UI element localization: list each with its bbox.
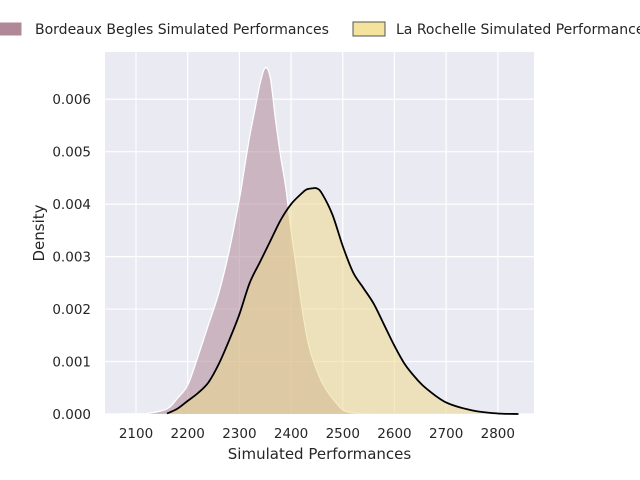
y-axis-label: Density bbox=[30, 204, 48, 261]
legend-swatch-la-rochelle bbox=[352, 21, 386, 37]
x-tick-label: 2100 bbox=[119, 426, 153, 442]
legend-swatch-bordeaux bbox=[0, 21, 23, 37]
x-axis-label: Simulated Performances bbox=[228, 445, 412, 463]
legend-label-la-rochelle: La Rochelle Simulated Performance bbox=[396, 22, 640, 38]
y-tick-label: 0.000 bbox=[52, 407, 91, 423]
y-tick-label: 0.001 bbox=[52, 355, 91, 371]
legend-label-bordeaux: Bordeaux Begles Simulated Performances bbox=[35, 22, 329, 38]
x-axis-ticks: 2100 2200 2300 2400 2500 2600 2700 2800 bbox=[119, 426, 515, 442]
chart-legend: Bordeaux Begles Simulated Performances L… bbox=[0, 21, 640, 38]
y-axis-ticks: 0.000 0.001 0.002 0.003 0.004 0.005 0.006 bbox=[52, 92, 91, 423]
x-tick-label: 2500 bbox=[326, 426, 360, 442]
density-area-la-rochelle bbox=[167, 187, 519, 414]
y-tick-label: 0.004 bbox=[52, 197, 91, 213]
x-tick-label: 2700 bbox=[429, 426, 463, 442]
x-tick-label: 2600 bbox=[377, 426, 411, 442]
density-line-la-rochelle bbox=[166, 187, 519, 415]
x-tick-label: 2800 bbox=[481, 426, 515, 442]
x-tick-label: 2200 bbox=[171, 426, 205, 442]
y-tick-label: 0.006 bbox=[52, 92, 91, 108]
x-tick-label: 2400 bbox=[274, 426, 308, 442]
x-tick-label: 2300 bbox=[222, 426, 256, 442]
y-tick-label: 0.005 bbox=[52, 145, 91, 161]
y-tick-label: 0.002 bbox=[52, 302, 91, 318]
density-area-bordeaux bbox=[120, 67, 385, 415]
y-tick-label: 0.003 bbox=[52, 250, 91, 266]
density-areas bbox=[120, 66, 519, 415]
